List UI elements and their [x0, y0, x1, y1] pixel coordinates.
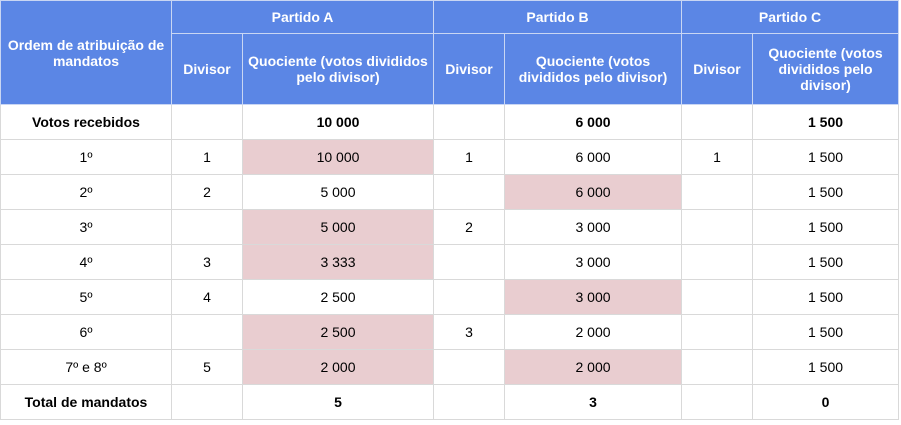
quotient-b-cell: 2 000: [503, 314, 683, 350]
votes-party-a: 10 000: [242, 104, 434, 140]
divisor-a-cell: 3: [171, 244, 243, 280]
order-cell: 7º e 8º: [0, 349, 172, 385]
quotient-b-cell: 2 000: [503, 349, 683, 385]
total-empty-cell: [681, 384, 754, 420]
quotient-a-cell: 5 000: [242, 209, 434, 245]
divisor-b-header: Divisor: [433, 33, 505, 105]
quotient-a-cell: 3 333: [242, 244, 434, 280]
quotient-c-cell: 1 500: [752, 209, 900, 245]
divisor-b-cell: 3: [433, 314, 505, 350]
party-c-header: Partido C: [681, 0, 900, 34]
order-cell: 3º: [0, 209, 172, 245]
divisor-a-cell: 4: [171, 279, 243, 315]
table-row: 4º 3 3 333 3 000 1 500: [0, 244, 900, 280]
divisor-a-cell: [171, 314, 243, 350]
quotient-a-header: Quociente (votos divididos pelo divisor): [242, 33, 434, 105]
quotient-c-cell: 1 500: [752, 314, 900, 350]
votes-empty-cell: [681, 104, 754, 140]
quotient-c-cell: 1 500: [752, 349, 900, 385]
divisor-a-cell: 5: [171, 349, 243, 385]
divisor-b-cell: [433, 349, 505, 385]
votes-row: Votos recebidos 10 000 6 000 1 500: [0, 104, 900, 140]
total-party-c: 0: [752, 384, 900, 420]
quotient-c-cell: 1 500: [752, 279, 900, 315]
table-row: 2º 2 5 000 6 000 1 500: [0, 174, 900, 210]
table-row: 5º 4 2 500 3 000 1 500: [0, 279, 900, 315]
total-row: Total de mandatos 5 3 0: [0, 384, 900, 420]
quotient-a-cell: 2 000: [242, 349, 434, 385]
order-cell: 2º: [0, 174, 172, 210]
quotient-c-cell: 1 500: [752, 139, 900, 175]
divisor-a-cell: 1: [171, 139, 243, 175]
votes-party-b: 6 000: [503, 104, 683, 140]
divisor-c-cell: [681, 174, 754, 210]
quotient-b-cell: 6 000: [503, 139, 683, 175]
quotient-a-cell: 10 000: [242, 139, 434, 175]
divisor-a-header: Divisor: [171, 33, 243, 105]
votes-row-label: Votos recebidos: [0, 104, 172, 140]
total-empty-cell: [171, 384, 243, 420]
party-a-header: Partido A: [171, 0, 434, 34]
table-row: 7º e 8º 5 2 000 2 000 1 500: [0, 349, 900, 385]
quotient-b-cell: 3 000: [503, 279, 683, 315]
quotient-a-cell: 2 500: [242, 314, 434, 350]
total-party-b: 3: [503, 384, 683, 420]
quotient-b-cell: 6 000: [503, 174, 683, 210]
quotient-c-header: Quociente (votos divididos pelo divisor): [752, 33, 900, 105]
divisor-b-cell: [433, 279, 505, 315]
divisor-c-cell: [681, 244, 754, 280]
divisor-b-cell: [433, 244, 505, 280]
table-row: 1º 1 10 000 1 6 000 1 1 500: [0, 139, 900, 175]
quotient-b-cell: 3 000: [503, 209, 683, 245]
divisor-b-cell: 2: [433, 209, 505, 245]
divisor-a-cell: 2: [171, 174, 243, 210]
votes-party-c: 1 500: [752, 104, 900, 140]
order-cell: 4º: [0, 244, 172, 280]
votes-empty-cell: [171, 104, 243, 140]
divisor-c-cell: [681, 314, 754, 350]
divisor-c-cell: 1: [681, 139, 754, 175]
divisor-c-cell: [681, 349, 754, 385]
divisor-c-cell: [681, 279, 754, 315]
order-cell: 5º: [0, 279, 172, 315]
divisor-a-cell: [171, 209, 243, 245]
quotient-b-header: Quociente (votos divididos pelo divisor): [503, 33, 683, 105]
quotient-c-cell: 1 500: [752, 174, 900, 210]
quotient-a-cell: 2 500: [242, 279, 434, 315]
table-row: 6º 2 500 3 2 000 1 500: [0, 314, 900, 350]
divisor-c-cell: [681, 209, 754, 245]
divisor-b-cell: 1: [433, 139, 505, 175]
total-party-a: 5: [242, 384, 434, 420]
party-b-header: Partido B: [432, 0, 683, 34]
order-column-header: Ordem de atribuição de mandatos: [0, 0, 172, 105]
order-cell: 6º: [0, 314, 172, 350]
divisor-b-cell: [433, 174, 505, 210]
quotient-a-cell: 5 000: [242, 174, 434, 210]
order-cell: 1º: [0, 139, 172, 175]
total-row-label: Total de mandatos: [0, 384, 172, 420]
quotient-c-cell: 1 500: [752, 244, 900, 280]
divisor-c-header: Divisor: [681, 33, 754, 105]
table-row: 3º 5 000 2 3 000 1 500: [0, 209, 900, 245]
votes-empty-cell: [433, 104, 505, 140]
total-empty-cell: [433, 384, 505, 420]
quotient-b-cell: 3 000: [503, 244, 683, 280]
